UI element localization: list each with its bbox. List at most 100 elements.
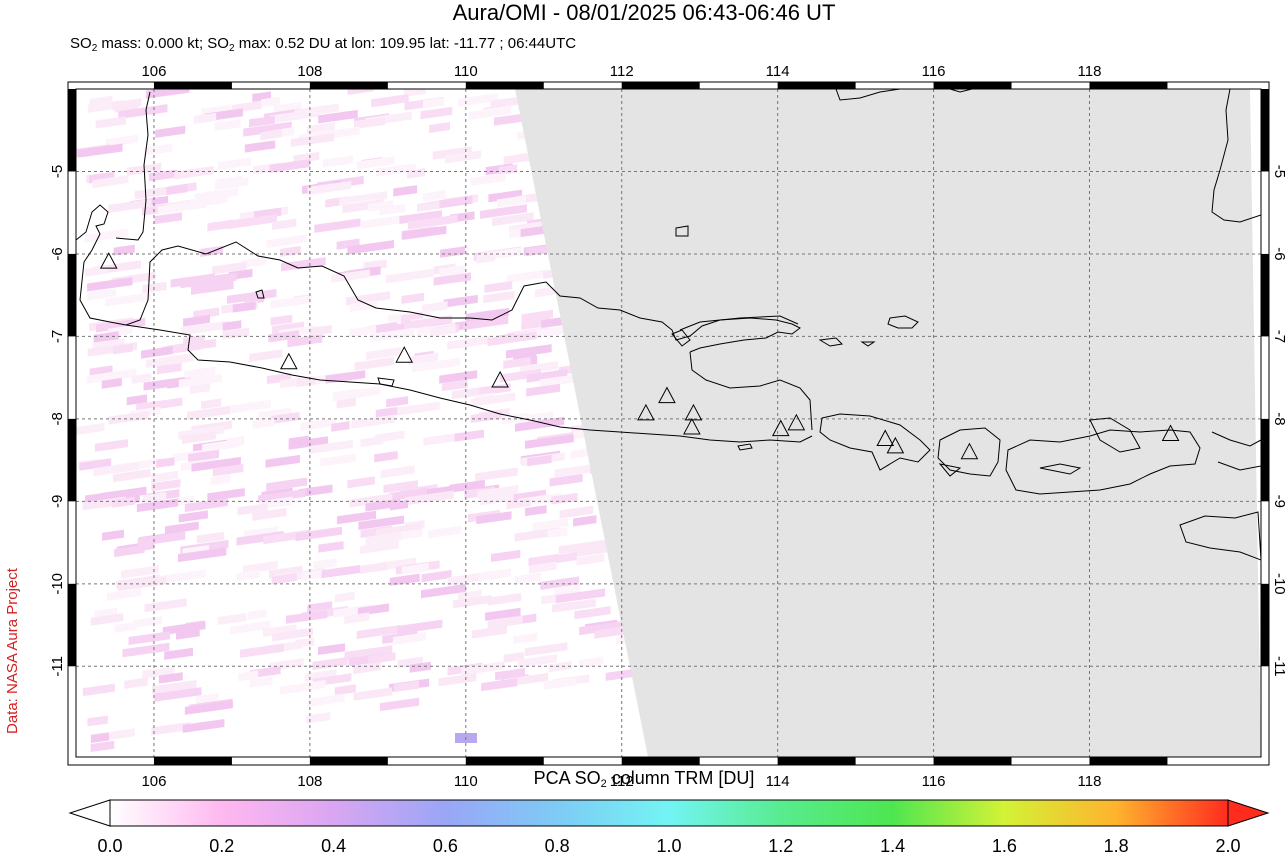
- so2-pixel: [77, 143, 123, 158]
- so2-pixel: [90, 740, 115, 753]
- so2-pixel: [230, 620, 271, 635]
- frame-bar-top: [1089, 82, 1168, 89]
- volcano-icon: [637, 403, 655, 421]
- so2-pixel: [271, 572, 297, 585]
- frame-bar-bottom: [621, 757, 700, 765]
- so2-pixel: [571, 15, 604, 28]
- volcano-icon: [279, 352, 298, 370]
- so2-pixel: [390, 34, 424, 47]
- so2-pixel: [499, 368, 541, 383]
- so2-pixel: [211, 474, 231, 485]
- so2-pixel: [534, 552, 577, 567]
- so2-pixel: [360, 540, 399, 555]
- so2-pixel: [128, 631, 171, 646]
- so2-pixel: [332, 386, 381, 402]
- so2-pixel: [423, 97, 445, 109]
- so2-pixel: [506, 498, 531, 510]
- so2-pixel: [84, 228, 128, 243]
- so2-pixel: [558, 539, 607, 555]
- frame-bar-bottom: [777, 757, 856, 765]
- so2-pixel: [122, 642, 170, 658]
- so2-pixel: [181, 320, 230, 336]
- volcano-icon: [876, 429, 895, 446]
- so2-pixel: [425, 56, 446, 67]
- so2-pixel: [328, 52, 349, 63]
- so2-pixel: [541, 33, 564, 44]
- so2-pixel: [325, 370, 366, 384]
- lat-tick-label-right: -11: [1271, 656, 1288, 677]
- so2-pixel: [457, 93, 499, 107]
- so2-pixel: [142, 666, 175, 679]
- so2-pixel: [479, 570, 503, 582]
- so2-pixel: [227, 65, 270, 79]
- so2-pixel: [146, 89, 190, 99]
- so2-pixel: [243, 121, 292, 137]
- so2-pixel: [468, 105, 511, 120]
- so2-pixel: [144, 598, 187, 613]
- so2-pixel: [566, 598, 596, 611]
- so2-pixel: [288, 436, 329, 450]
- so2-pixel: [272, 627, 314, 642]
- so2-pixel: [476, 511, 512, 525]
- so2-pixel: [347, 476, 375, 489]
- so2-pixel: [247, 609, 267, 620]
- so2-pixel: [403, 315, 453, 331]
- so2-pixel: [101, 377, 122, 389]
- so2-pixel: [331, 421, 350, 432]
- so2-pixel: [174, 166, 214, 180]
- colorbar-tick-label: 1.6: [992, 836, 1017, 855]
- so2-pixel: [506, 269, 547, 284]
- so2-pixel: [339, 191, 388, 206]
- frame-bar-bottom: [1089, 757, 1168, 765]
- so2-pixel: [490, 96, 524, 109]
- lon-tick-label-bottom: 114: [766, 773, 790, 790]
- so2-pixel: [432, 146, 472, 160]
- so2-pixel: [382, 38, 411, 50]
- so2-pixel: [390, 34, 412, 45]
- lat-tick-label-left: -5: [49, 165, 66, 178]
- so2-pixel: [393, 632, 427, 646]
- volcano-icon: [683, 417, 701, 435]
- colorbar-tick-label: 0.0: [97, 836, 122, 855]
- so2-pixel: [156, 457, 175, 468]
- so2-pixel: [281, 257, 326, 272]
- volcano-markers: [99, 252, 1180, 460]
- lon-tick-label-top: 106: [141, 63, 166, 80]
- so2-pixel: [579, 656, 604, 668]
- lon-tick-label-top: 118: [1078, 63, 1102, 80]
- so2-pixel: [184, 366, 216, 379]
- so2-pixel: [307, 180, 352, 196]
- so2-pixel: [360, 435, 384, 448]
- so2-pixel: [526, 383, 561, 397]
- so2-pixel: [191, 456, 241, 472]
- so2-pixel: [355, 40, 381, 52]
- frame-bar-left: [68, 418, 76, 502]
- so2-pixel: [375, 163, 416, 177]
- so2-pixel: [290, 132, 335, 148]
- so2-pixel: [336, 397, 356, 409]
- so2-pixel: [331, 269, 370, 283]
- frame-bar-bottom: [465, 757, 544, 765]
- so2-pixel: [158, 672, 183, 684]
- so2-pixel: [321, 52, 355, 65]
- so2-pixel: [349, 300, 378, 313]
- so2-pixel: [263, 624, 297, 637]
- lon-tick-label-bottom: 108: [297, 773, 322, 790]
- so2-pixel: [82, 683, 115, 697]
- so2-pixel: [214, 177, 249, 191]
- so2-pixel: [484, 281, 513, 293]
- so2-pixel: [479, 383, 511, 396]
- so2-pixel: [118, 104, 168, 120]
- so2-pixel: [270, 314, 293, 326]
- axis-labels: 106 106 108 108 110 110 112 112 114 114 116 116 118 1…: [49, 63, 1288, 790]
- so2-pixel: [379, 203, 406, 216]
- so2-pixel: [92, 175, 129, 189]
- so2-pixel: [441, 379, 468, 392]
- so2-pixel: [495, 668, 526, 681]
- so2-pixel: [87, 277, 133, 292]
- so2-pixel: [552, 601, 571, 613]
- so2-pixel: [630, 33, 668, 46]
- so2-pixel: [176, 628, 200, 640]
- so2-pixel: [107, 588, 141, 601]
